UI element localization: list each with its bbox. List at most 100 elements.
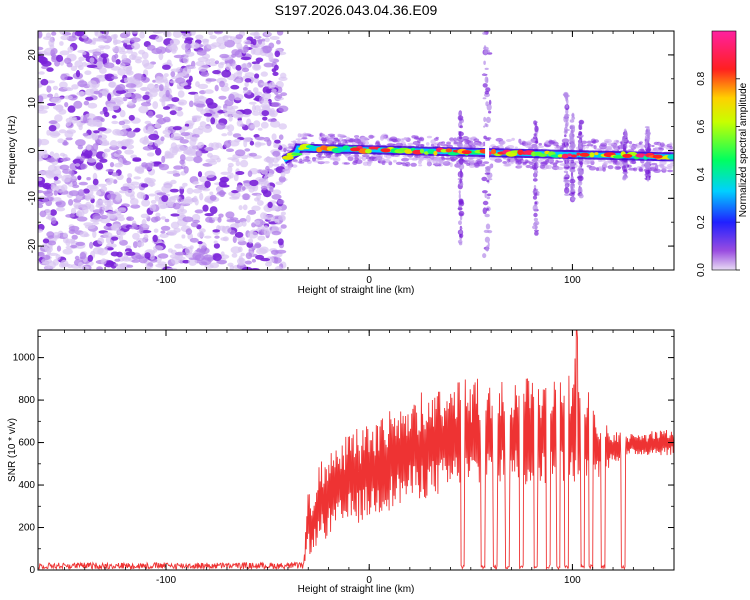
haze-blob [308, 134, 314, 137]
noise-blob [171, 97, 180, 103]
noise-blob [172, 126, 183, 131]
noise-blob [218, 95, 227, 100]
haze-blob [287, 165, 292, 171]
haze-blob [443, 157, 451, 160]
carrier-blob [365, 148, 372, 154]
noise-blob [64, 95, 73, 100]
spike-blob [482, 83, 488, 88]
haze-blob [425, 142, 430, 146]
noise-blob [223, 111, 234, 118]
noise-blob [102, 232, 113, 238]
colorbar-tick-label: 0.0 [696, 263, 707, 277]
noise-blob [195, 81, 200, 88]
noise-blob [107, 193, 117, 200]
noise-blob [264, 37, 270, 43]
haze-blob [599, 144, 607, 150]
noise-blob [180, 154, 186, 162]
noise-blob [244, 78, 252, 83]
noise-blob [142, 94, 150, 100]
haze-blob [292, 140, 297, 144]
haze-blob [347, 156, 354, 162]
noise-blob [109, 213, 116, 220]
haze-blob [640, 148, 645, 152]
noise-blob [126, 216, 132, 221]
noise-blob [131, 259, 140, 263]
haze-blob [654, 146, 659, 151]
spike-blob [485, 247, 489, 252]
spectrogram-x-axis-label: Height of straight line (km) [298, 285, 415, 296]
snr-x-tick-label: 100 [564, 575, 581, 586]
haze-blob [670, 162, 674, 165]
noise-blob [79, 231, 89, 238]
carrier-peak [380, 148, 391, 153]
noise-blob [231, 53, 237, 58]
spike-blob [459, 230, 463, 235]
noise-blob [214, 235, 220, 239]
spike-blob [533, 220, 540, 226]
spike-blob [570, 188, 575, 193]
noise-blob [197, 231, 205, 238]
noise-blob [134, 127, 141, 132]
haze-blob [480, 143, 485, 145]
haze-blob [478, 163, 486, 167]
noise-blob [65, 137, 73, 141]
haze-blob [286, 149, 290, 152]
noise-blob [100, 258, 107, 265]
noise-blob [181, 126, 189, 131]
spike-blob [570, 171, 574, 177]
noise-blob [166, 59, 172, 66]
noise-blob [44, 191, 54, 198]
haze-blob [327, 139, 333, 144]
noise-blob [75, 163, 81, 167]
spike-blob [485, 223, 491, 230]
noise-blob [271, 68, 277, 73]
noise-blob [274, 218, 280, 224]
noise-blob [85, 88, 95, 96]
noise-blob [221, 133, 228, 137]
spike-blob [570, 168, 576, 173]
noise-blob [257, 235, 266, 241]
haze-blob [514, 146, 518, 149]
noise-blob [49, 151, 55, 158]
noise-blob [149, 204, 157, 212]
noise-blob [109, 162, 115, 168]
noise-blob [82, 115, 88, 124]
noise-blob [255, 254, 265, 260]
noise-blob [71, 84, 79, 90]
noise-blob [262, 92, 272, 100]
noise-blob [101, 205, 109, 212]
noise-blob [277, 238, 284, 246]
noise-blob [204, 213, 214, 217]
noise-blob [180, 31, 188, 34]
noise-blob [140, 213, 150, 219]
noise-blob [104, 111, 110, 118]
haze-blob [387, 143, 396, 146]
noise-blob [62, 248, 73, 255]
noise-blob [74, 31, 85, 37]
noise-blob [162, 129, 171, 135]
noise-blob [67, 46, 74, 53]
haze-blob [499, 140, 506, 145]
haze-blob [506, 145, 515, 149]
noise-blob [252, 104, 256, 113]
spike-blob [484, 172, 491, 175]
noise-blob [53, 190, 58, 196]
haze-blob [517, 164, 523, 169]
noise-blob [141, 199, 151, 207]
carrier-blob [567, 153, 573, 157]
noise-blob [114, 53, 119, 59]
noise-blob [96, 61, 104, 69]
spike-blob [458, 220, 462, 225]
noise-blob [94, 31, 99, 36]
noise-blob [173, 165, 184, 170]
haze-blob [434, 162, 440, 166]
noise-blob [111, 172, 119, 177]
noise-blob [257, 200, 264, 206]
haze-blob [316, 153, 322, 158]
noise-blob [201, 38, 210, 43]
haze-blob [660, 142, 665, 147]
haze-blob [603, 161, 608, 166]
noise-blob [207, 102, 218, 109]
noise-blob [55, 104, 64, 112]
noise-blob [278, 134, 284, 140]
